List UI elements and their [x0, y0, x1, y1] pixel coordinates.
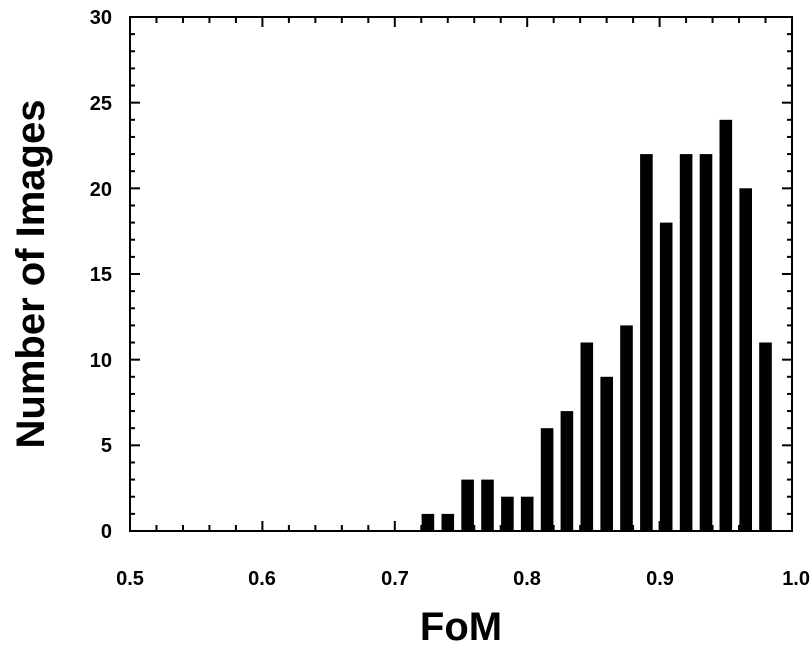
bar — [421, 513, 435, 531]
x-axis-title: FoM — [420, 605, 502, 649]
bar — [739, 188, 752, 532]
bar — [759, 342, 772, 531]
x-tick-label: 1.0 — [782, 568, 810, 590]
x-tick-label: 0.5 — [116, 568, 144, 590]
bar — [620, 325, 633, 531]
bar — [600, 376, 613, 531]
y-tick-label: 25 — [90, 93, 112, 115]
bar — [560, 411, 574, 531]
y-tick-label: 10 — [90, 350, 112, 372]
y-tick-label: 20 — [90, 179, 112, 201]
x-tick-labels: 0.5 0.6 0.7 0.8 0.9 1.0 — [116, 568, 810, 590]
bars — [421, 119, 772, 532]
bar — [441, 513, 455, 531]
x-tick-label: 0.9 — [646, 568, 674, 590]
bar — [481, 479, 494, 531]
y-tick-labels: 0 5 10 15 20 25 30 — [90, 7, 112, 543]
y-tick-label: 0 — [101, 521, 112, 543]
major-ticks — [129, 16, 793, 532]
bar — [659, 222, 673, 531]
bar — [501, 496, 514, 531]
x-tick-label: 0.8 — [513, 568, 541, 590]
bar — [640, 154, 653, 531]
bar — [580, 342, 594, 531]
y-tick-label: 30 — [90, 7, 112, 29]
minor-ticks — [130, 17, 792, 531]
y-tick-label: 5 — [101, 435, 112, 457]
bar — [520, 496, 534, 531]
x-tick-label: 0.6 — [248, 568, 276, 590]
bar — [679, 154, 693, 531]
bar — [540, 428, 554, 531]
bar — [461, 479, 474, 531]
plot-frame — [129, 16, 793, 532]
y-tick-label: 15 — [90, 264, 112, 286]
x-tick-label: 0.7 — [381, 568, 409, 590]
bar — [699, 154, 713, 531]
bar — [719, 119, 733, 532]
y-axis-title: Number of Images — [9, 100, 53, 449]
